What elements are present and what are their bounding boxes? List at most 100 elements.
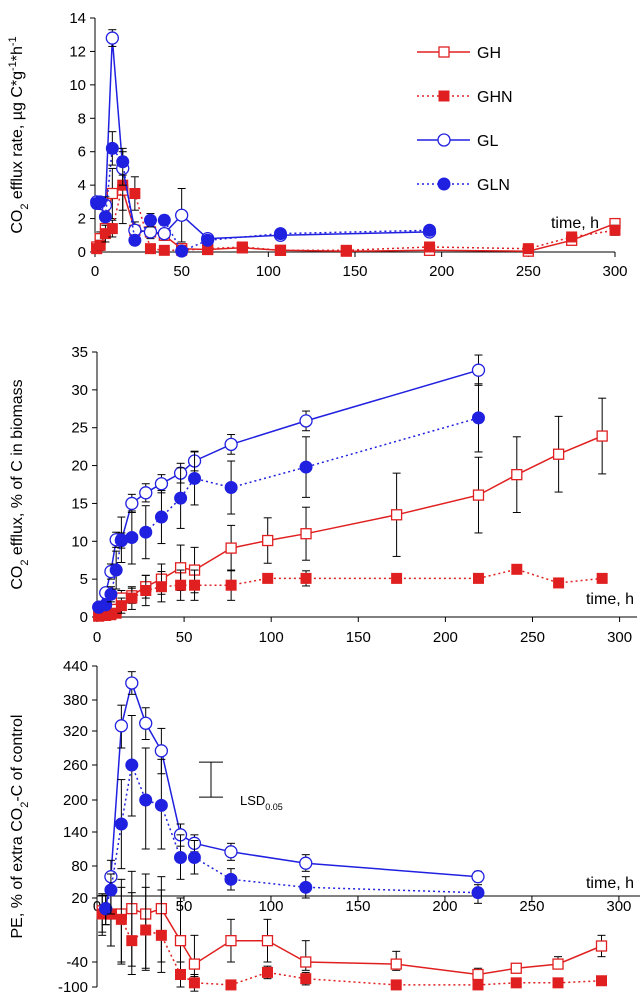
data-point-GHN	[94, 239, 106, 251]
data-point-GH	[472, 968, 484, 981]
data-point-GHN	[261, 966, 273, 978]
data-point-GLN	[93, 195, 107, 209]
x-tick-label: 200	[433, 629, 458, 646]
data-point-GL	[224, 437, 238, 452]
data-point-GLN	[299, 460, 313, 474]
data-point-GHN	[596, 975, 608, 987]
data-point-GLN	[174, 491, 188, 505]
y-tick-label: 200	[63, 792, 88, 809]
data-point-GHN	[158, 244, 170, 256]
y-axis-label-part: efflux rate, µg C*g	[9, 71, 26, 204]
y-tick-label: 4	[78, 177, 86, 194]
legend: GH GHN GL GLN	[417, 45, 513, 194]
data-point-GH	[595, 940, 608, 952]
data-point-GHN	[155, 929, 167, 941]
y-axis-label-part: PE, % of extra CO	[9, 808, 26, 939]
y-axis-label-part: 2	[19, 802, 31, 808]
data-point-GH	[300, 956, 312, 968]
data-point-GLN	[174, 851, 188, 864]
series-line-GLN	[96, 146, 430, 253]
data-point-GH	[261, 935, 274, 947]
y-axis-label-part: *h	[9, 46, 26, 61]
data-point-GL	[125, 676, 139, 690]
data-point-GL	[105, 31, 119, 45]
lsd-label-main: LSD	[240, 793, 265, 808]
data-point-GHN	[126, 592, 138, 604]
data-point-GL	[114, 719, 129, 733]
y-tick-label: 320	[63, 723, 88, 740]
y-axis-label-part: CO	[9, 566, 26, 590]
legend-label-GHN: GHN	[477, 89, 513, 106]
data-point-GL	[157, 226, 171, 241]
data-point-GH	[596, 430, 608, 442]
data-point-GHN	[144, 243, 156, 255]
x-tick-label: 250	[516, 263, 541, 280]
y-tick-label: 10	[69, 77, 86, 94]
data-point-GHN	[552, 977, 564, 989]
data-point-GLN	[471, 411, 485, 425]
data-point-GLN	[125, 531, 139, 544]
y-tick-label: 15	[71, 495, 88, 512]
x-tick-label: 50	[176, 629, 193, 646]
y-tick-label: 30	[71, 382, 88, 399]
series-line-GL	[98, 369, 479, 608]
data-point-GHN	[155, 581, 167, 593]
x-tick-label: 150	[345, 898, 370, 915]
series-GLN	[99, 715, 485, 926]
data-point-GH	[552, 958, 564, 970]
x-tick-label: 250	[520, 629, 545, 646]
data-point-GLN	[104, 587, 118, 601]
data-point-GH	[174, 935, 187, 947]
data-point-GHN	[274, 244, 286, 256]
data-point-GL	[125, 496, 139, 511]
lsd-label-sub: 0.05	[265, 802, 283, 812]
x-tick-label: 100	[258, 898, 283, 915]
data-point-GLN	[98, 210, 112, 224]
data-point-GH	[225, 542, 237, 554]
data-point-GH	[390, 509, 403, 521]
data-point-GL	[224, 845, 238, 859]
y-axis-label-part: -1	[7, 61, 19, 71]
data-point-GHN	[106, 223, 118, 235]
error-bar	[127, 892, 136, 975]
series-line-GL	[96, 38, 430, 240]
data-point-GHN	[140, 585, 152, 596]
data-point-GHN	[262, 572, 274, 584]
data-point-GLN	[116, 155, 130, 169]
y-axis-label: CO2 efflux, % of C in biomass	[9, 379, 31, 589]
y-tick-label: 8	[78, 110, 86, 127]
data-point-GLN	[423, 223, 437, 237]
y-axis-label-part: 2	[19, 560, 31, 566]
data-point-GLN	[187, 851, 201, 864]
data-point-GHN	[553, 577, 565, 589]
data-point-GHN	[175, 579, 187, 591]
data-point-GLN	[114, 817, 128, 831]
data-point-GLN	[157, 213, 171, 227]
legend-label-GLN: GLN	[477, 177, 510, 194]
panel-priming-effect: -100-40208014020026032038044005010015020…	[9, 658, 640, 996]
data-point-GH	[472, 489, 485, 501]
data-point-GHN	[300, 572, 312, 584]
data-point-GHN	[140, 924, 152, 936]
y-tick-label: 140	[63, 824, 88, 841]
y-tick-label: 10	[71, 533, 88, 550]
y-tick-label: 80	[71, 858, 88, 875]
data-point-GHN	[566, 231, 578, 243]
data-point-GHN	[391, 572, 403, 584]
data-point-GLN	[224, 481, 238, 495]
data-point-GL	[154, 477, 169, 491]
data-point-GHN	[115, 600, 127, 612]
data-point-GLN	[125, 758, 139, 772]
x-tick-label: 50	[176, 898, 193, 915]
data-point-GHN	[522, 243, 534, 255]
x-tick-label: 100	[256, 263, 281, 280]
series-GL	[99, 671, 485, 926]
y-axis-label-part: -1	[7, 36, 19, 46]
x-tick-label: 200	[429, 263, 454, 280]
data-point-GLN	[471, 886, 485, 900]
x-tick-label: 50	[173, 263, 190, 280]
data-point-GLN	[139, 793, 153, 807]
data-point-GHN	[511, 563, 523, 575]
x-tick-label: 250	[519, 898, 544, 915]
data-point-GLN	[105, 141, 119, 155]
